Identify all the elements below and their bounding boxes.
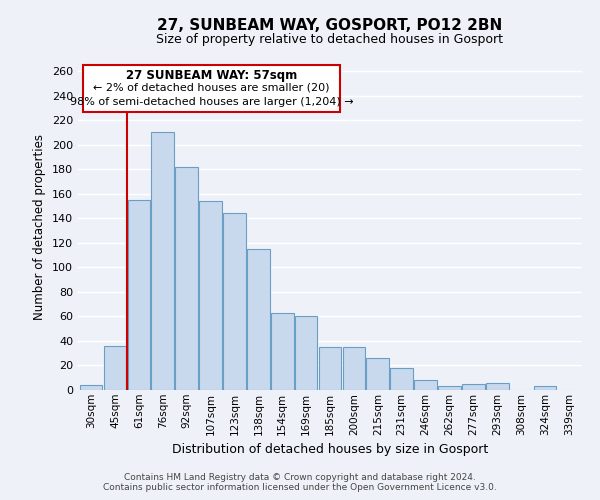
Bar: [533, 386, 556, 390]
Bar: [367, 358, 389, 390]
Bar: [391, 368, 413, 390]
Bar: [271, 312, 293, 390]
Text: Contains public sector information licensed under the Open Government Licence v3: Contains public sector information licen…: [103, 484, 497, 492]
FancyBboxPatch shape: [83, 65, 340, 112]
Bar: [80, 385, 103, 390]
Bar: [343, 347, 365, 390]
Bar: [295, 316, 317, 390]
Bar: [151, 132, 174, 390]
Y-axis label: Number of detached properties: Number of detached properties: [34, 134, 46, 320]
Text: 27 SUNBEAM WAY: 57sqm: 27 SUNBEAM WAY: 57sqm: [126, 69, 297, 82]
Bar: [319, 347, 341, 390]
Bar: [414, 380, 437, 390]
Text: ← 2% of detached houses are smaller (20): ← 2% of detached houses are smaller (20): [94, 83, 330, 93]
Bar: [128, 200, 150, 390]
X-axis label: Distribution of detached houses by size in Gosport: Distribution of detached houses by size …: [172, 443, 488, 456]
Text: Size of property relative to detached houses in Gosport: Size of property relative to detached ho…: [157, 32, 503, 46]
Text: 27, SUNBEAM WAY, GOSPORT, PO12 2BN: 27, SUNBEAM WAY, GOSPORT, PO12 2BN: [157, 18, 503, 32]
Bar: [199, 201, 222, 390]
Bar: [486, 382, 509, 390]
Bar: [247, 249, 269, 390]
Text: Contains HM Land Registry data © Crown copyright and database right 2024.: Contains HM Land Registry data © Crown c…: [124, 474, 476, 482]
Bar: [462, 384, 485, 390]
Bar: [223, 214, 246, 390]
Bar: [438, 386, 461, 390]
Bar: [104, 346, 127, 390]
Bar: [175, 167, 198, 390]
Text: 98% of semi-detached houses are larger (1,204) →: 98% of semi-detached houses are larger (…: [70, 97, 353, 107]
